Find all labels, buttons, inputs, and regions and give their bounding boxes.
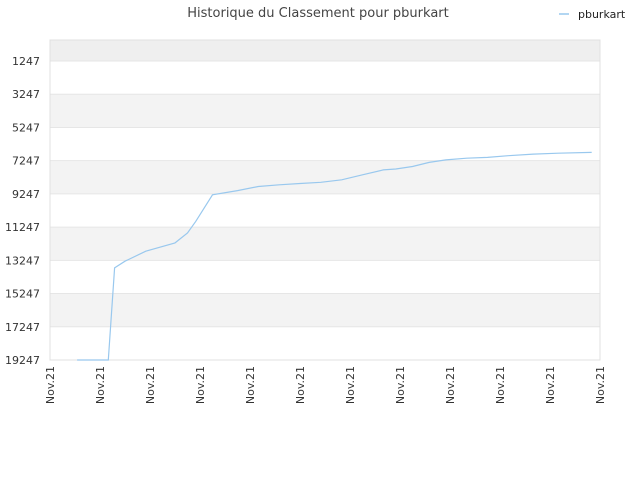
y-tick-label: 9247	[12, 188, 40, 201]
x-axis-tick-labels: Nov.21 Nov.21 Nov.21 Nov.21 Nov.21 Nov.21 Nov.…	[44, 366, 607, 404]
y-tick-label: 17247	[5, 321, 40, 334]
plot-area-border	[49, 39, 601, 361]
legend-label: pburkart	[578, 8, 626, 21]
y-tick-label: 19247	[5, 354, 40, 367]
x-tick-label: Nov.21	[344, 366, 357, 404]
x-tick-label: Nov.21	[494, 366, 507, 404]
x-tick-label: Nov.21	[444, 366, 457, 404]
y-tick-label: 5247	[12, 121, 40, 134]
grid-band	[50, 40, 600, 61]
grid-band	[50, 94, 600, 128]
grid-band	[50, 293, 600, 327]
y-tick-label: 15247	[5, 288, 40, 301]
y-tick-label: 7247	[12, 155, 40, 168]
x-tick-label: Nov.21	[394, 366, 407, 404]
x-tick-label: Nov.21	[44, 366, 57, 404]
chart-title: Historique du Classement pour pburkart	[187, 6, 448, 21]
y-tick-label: 3247	[12, 88, 40, 101]
x-tick-label: Nov.21	[94, 366, 107, 404]
legend: pburkart	[559, 8, 626, 21]
y-tick-label: 11247	[5, 221, 40, 234]
x-tick-label: Nov.21	[294, 366, 307, 404]
grid-bands	[50, 40, 600, 327]
series-lines	[77, 151, 592, 361]
x-tick-label: Nov.21	[194, 366, 207, 404]
y-tick-label: 13247	[5, 254, 40, 267]
grid-band	[50, 227, 600, 261]
x-tick-label: Nov.21	[144, 366, 157, 404]
y-tick-label: 1247	[12, 55, 40, 68]
y-axis-tick-labels: 1247 3247 5247 7247 9247 11247 13247 15247 17247…	[5, 55, 40, 367]
x-tick-label: Nov.21	[594, 366, 607, 404]
series-line	[77, 151, 592, 361]
x-tick-label: Nov.21	[244, 366, 257, 404]
x-tick-label: Nov.21	[544, 366, 557, 404]
grid-band	[50, 160, 600, 194]
